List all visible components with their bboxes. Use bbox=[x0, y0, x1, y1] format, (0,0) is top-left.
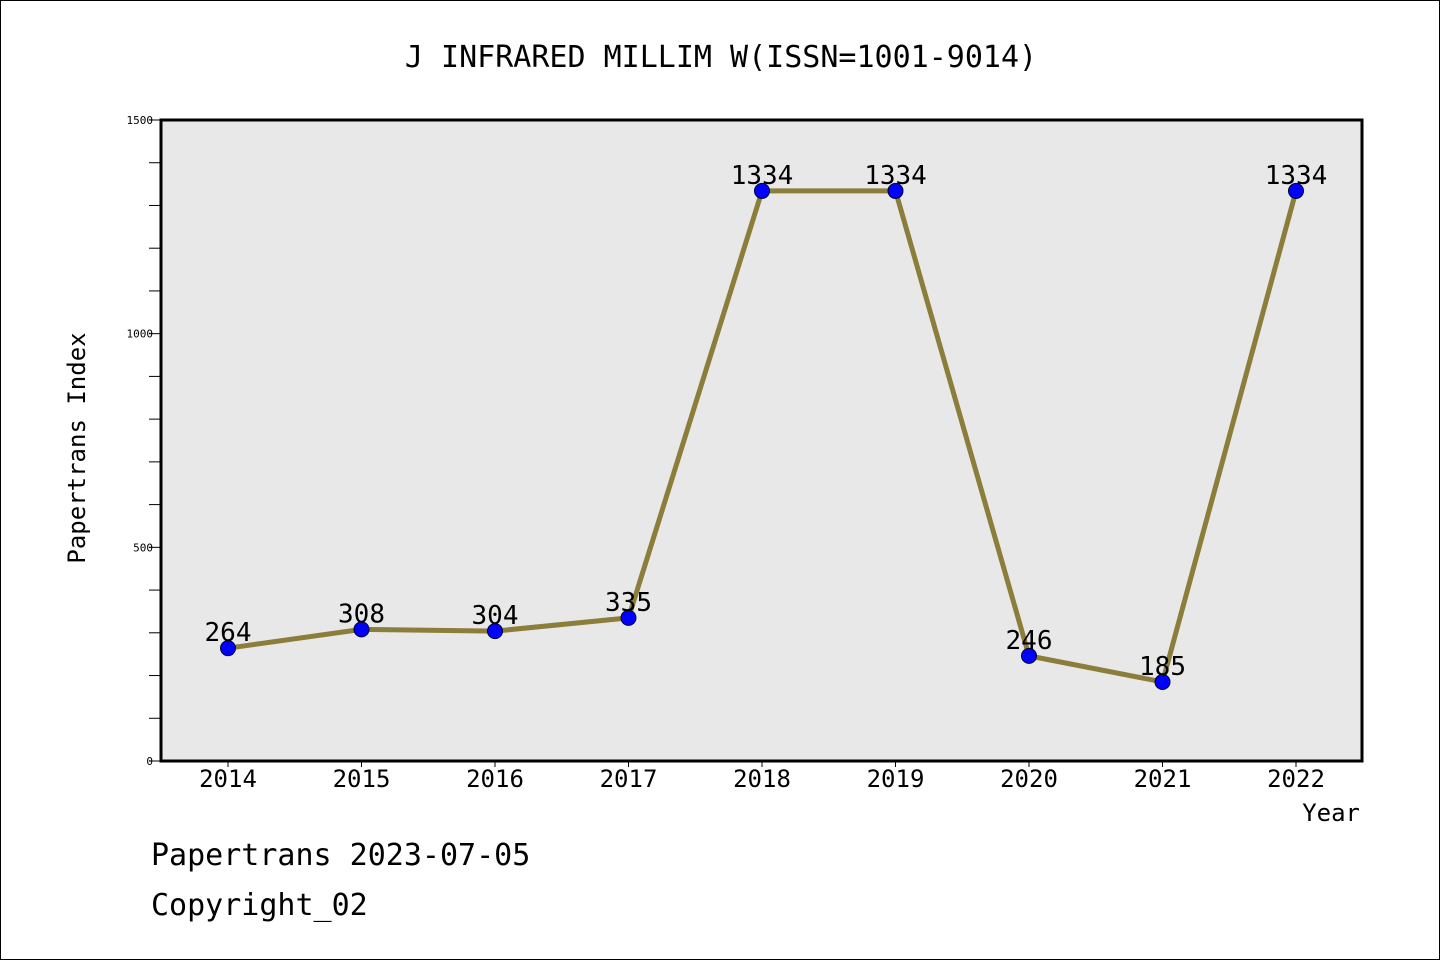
data-label: 185 bbox=[1139, 652, 1186, 682]
chart-title: J INFRARED MILLIM W(ISSN=1001-9014) bbox=[405, 40, 1037, 75]
y-axis-ticks: 0 500 1000 1500 bbox=[127, 114, 161, 768]
data-label: 1334 bbox=[864, 161, 927, 191]
y-tick-label: 500 bbox=[133, 541, 153, 554]
plot-area bbox=[159, 118, 1364, 763]
x-tick-label: 2014 bbox=[199, 765, 257, 793]
data-label: 308 bbox=[338, 599, 385, 629]
y-axis-label: Papertrans Index bbox=[63, 332, 91, 563]
y-tick-label: 0 bbox=[146, 755, 153, 768]
footer-date-text: Papertrans 2023-07-05 bbox=[151, 838, 530, 873]
x-tick-label: 2021 bbox=[1134, 765, 1192, 793]
y-minor-ticks bbox=[149, 162, 161, 719]
y-tick-label: 1500 bbox=[127, 114, 154, 127]
data-label: 335 bbox=[605, 588, 652, 618]
data-point bbox=[220, 640, 236, 657]
x-tick-label: 2016 bbox=[466, 765, 524, 793]
x-tick-label: 2019 bbox=[867, 765, 925, 793]
data-point bbox=[1154, 673, 1171, 690]
data-labels: 264 308 304 335 1334 1334 246 185 1334 bbox=[205, 161, 1328, 682]
data-point bbox=[1288, 182, 1304, 199]
data-points bbox=[220, 182, 1304, 690]
x-tick-label: 2017 bbox=[600, 765, 658, 793]
x-tick-label: 2020 bbox=[1000, 765, 1058, 793]
x-axis-label: Year bbox=[1302, 799, 1360, 827]
data-label: 1334 bbox=[731, 161, 794, 191]
footer-copyright-text: Copyright_02 bbox=[151, 888, 368, 923]
data-point bbox=[1021, 647, 1037, 664]
data-point bbox=[487, 623, 503, 640]
y-tick-label: 1000 bbox=[127, 328, 154, 341]
data-point bbox=[754, 182, 770, 199]
data-label: 1334 bbox=[1265, 161, 1328, 191]
x-tick-label: 2015 bbox=[333, 765, 391, 793]
data-label: 304 bbox=[472, 601, 519, 631]
data-label: 246 bbox=[1006, 626, 1053, 656]
x-tick-label: 2018 bbox=[733, 765, 791, 793]
data-point bbox=[887, 182, 904, 199]
data-label: 264 bbox=[205, 618, 252, 648]
x-axis-ticks: 2014 2015 2016 2017 2018 2019 2020 2021 2022 bbox=[199, 761, 1325, 793]
data-point bbox=[620, 609, 637, 626]
data-point bbox=[353, 621, 370, 638]
x-tick-label: 2022 bbox=[1267, 765, 1325, 793]
